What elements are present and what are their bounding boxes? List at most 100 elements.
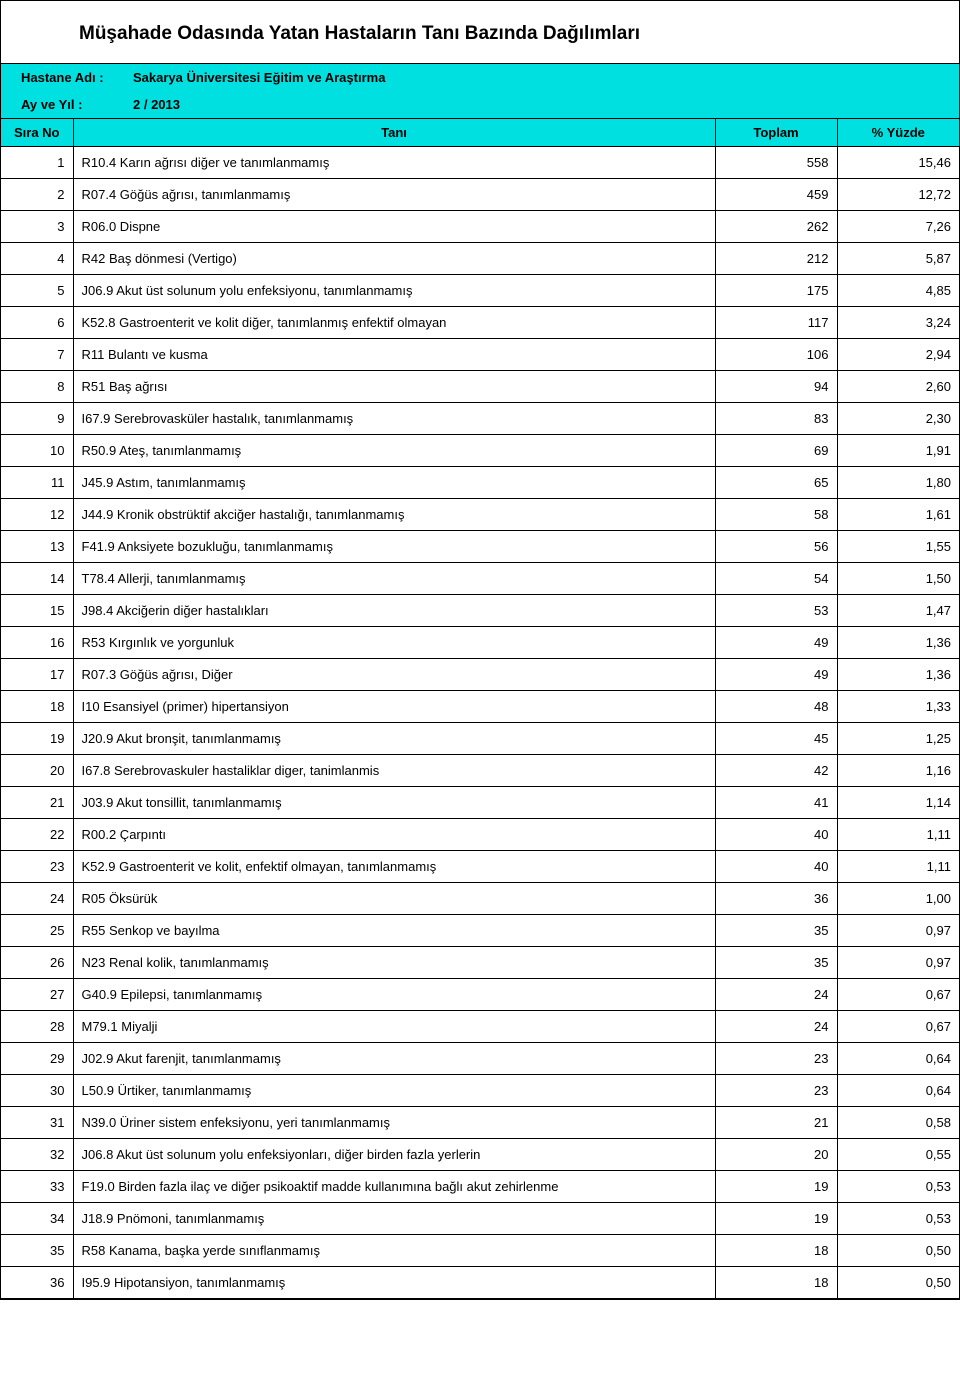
cell-no: 10 [1,435,73,467]
cell-no: 6 [1,307,73,339]
cell-total: 23 [715,1043,837,1075]
cell-total: 24 [715,1011,837,1043]
cell-total: 58 [715,499,837,531]
cell-no: 4 [1,243,73,275]
cell-diag: T78.4 Allerji, tanımlanmamış [73,563,715,595]
cell-total: 19 [715,1203,837,1235]
table-row: 17R07.3 Göğüs ağrısı, Diğer491,36 [1,659,959,691]
cell-no: 1 [1,147,73,179]
table-row: 26N23 Renal kolik, tanımlanmamış350,97 [1,947,959,979]
cell-diag: K52.8 Gastroenterit ve kolit diğer, tanı… [73,307,715,339]
cell-no: 28 [1,1011,73,1043]
cell-pct: 0,53 [837,1203,959,1235]
table-row: 13F41.9 Anksiyete bozukluğu, tanımlanmam… [1,531,959,563]
cell-pct: 2,60 [837,371,959,403]
cell-diag: J98.4 Akciğerin diğer hastalıkları [73,595,715,627]
table-row: 27G40.9 Epilepsi, tanımlanmamış240,67 [1,979,959,1011]
cell-no: 20 [1,755,73,787]
table-row: 8R51 Baş ağrısı942,60 [1,371,959,403]
cell-pct: 2,30 [837,403,959,435]
cell-pct: 0,53 [837,1171,959,1203]
cell-total: 40 [715,819,837,851]
cell-no: 7 [1,339,73,371]
cell-total: 54 [715,563,837,595]
cell-pct: 0,67 [837,979,959,1011]
cell-total: 21 [715,1107,837,1139]
cell-diag: R00.2 Çarpıntı [73,819,715,851]
cell-no: 36 [1,1267,73,1299]
cell-total: 35 [715,947,837,979]
table-row: 23K52.9 Gastroenterit ve kolit, enfektif… [1,851,959,883]
cell-pct: 0,58 [837,1107,959,1139]
table-row: 19J20.9 Akut bronşit, tanımlanmamış451,2… [1,723,959,755]
cell-total: 40 [715,851,837,883]
cell-pct: 0,50 [837,1235,959,1267]
cell-no: 15 [1,595,73,627]
cell-pct: 4,85 [837,275,959,307]
cell-no: 29 [1,1043,73,1075]
cell-pct: 7,26 [837,211,959,243]
table-row: 30L50.9 Ürtiker, tanımlanmamış230,64 [1,1075,959,1107]
table-row: 14T78.4 Allerji, tanımlanmamış541,50 [1,563,959,595]
cell-pct: 1,11 [837,851,959,883]
cell-diag: R10.4 Karın ağrısı diğer ve tanımlanmamı… [73,147,715,179]
cell-pct: 1,91 [837,435,959,467]
cell-pct: 15,46 [837,147,959,179]
cell-pct: 0,67 [837,1011,959,1043]
table-body: 1R10.4 Karın ağrısı diğer ve tanımlanmam… [1,147,959,1299]
cell-no: 18 [1,691,73,723]
cell-total: 94 [715,371,837,403]
table-row: 33F19.0 Birden fazla ilaç ve diğer psiko… [1,1171,959,1203]
table-row: 24R05 Öksürük361,00 [1,883,959,915]
cell-total: 65 [715,467,837,499]
cell-diag: J06.8 Akut üst solunum yolu enfeksiyonla… [73,1139,715,1171]
cell-diag: R07.4 Göğüs ağrısı, tanımlanmamış [73,179,715,211]
col-header-no: Sıra No [1,119,73,147]
cell-diag: I67.8 Serebrovaskuler hastaliklar diger,… [73,755,715,787]
cell-total: 19 [715,1171,837,1203]
table-row: 4R42 Baş dönmesi (Vertigo)2125,87 [1,243,959,275]
cell-diag: I67.9 Serebrovasküler hastalık, tanımlan… [73,403,715,435]
period-label: Ay ve Yıl : [21,97,133,112]
cell-total: 24 [715,979,837,1011]
cell-total: 18 [715,1235,837,1267]
cell-total: 20 [715,1139,837,1171]
cell-total: 23 [715,1075,837,1107]
cell-no: 34 [1,1203,73,1235]
cell-total: 459 [715,179,837,211]
data-table: Sıra No Tanı Toplam % Yüzde 1R10.4 Karın… [1,118,959,1299]
cell-no: 26 [1,947,73,979]
table-row: 11J45.9 Astım, tanımlanmamış651,80 [1,467,959,499]
cell-diag: N23 Renal kolik, tanımlanmamış [73,947,715,979]
hospital-label: Hastane Adı : [21,70,133,85]
cell-pct: 5,87 [837,243,959,275]
cell-total: 56 [715,531,837,563]
cell-diag: N39.0 Üriner sistem enfeksiyonu, yeri ta… [73,1107,715,1139]
cell-diag: J03.9 Akut tonsillit, tanımlanmamış [73,787,715,819]
table-row: 32J06.8 Akut üst solunum yolu enfeksiyon… [1,1139,959,1171]
cell-no: 14 [1,563,73,595]
cell-total: 69 [715,435,837,467]
cell-diag: R11 Bulantı ve kusma [73,339,715,371]
cell-diag: R51 Baş ağrısı [73,371,715,403]
cell-no: 5 [1,275,73,307]
cell-pct: 1,36 [837,659,959,691]
table-row: 3R06.0 Dispne2627,26 [1,211,959,243]
cell-diag: K52.9 Gastroenterit ve kolit, enfektif o… [73,851,715,883]
cell-total: 48 [715,691,837,723]
cell-diag: L50.9 Ürtiker, tanımlanmamış [73,1075,715,1107]
cell-total: 49 [715,627,837,659]
cell-diag: J06.9 Akut üst solunum yolu enfeksiyonu,… [73,275,715,307]
hospital-value: Sakarya Üniversitesi Eğitim ve Araştırma [133,70,385,85]
cell-no: 33 [1,1171,73,1203]
cell-pct: 2,94 [837,339,959,371]
cell-total: 18 [715,1267,837,1299]
cell-no: 9 [1,403,73,435]
cell-no: 32 [1,1139,73,1171]
cell-no: 25 [1,915,73,947]
table-header-row: Sıra No Tanı Toplam % Yüzde [1,119,959,147]
cell-no: 16 [1,627,73,659]
cell-total: 45 [715,723,837,755]
table-row: 31N39.0 Üriner sistem enfeksiyonu, yeri … [1,1107,959,1139]
cell-no: 17 [1,659,73,691]
